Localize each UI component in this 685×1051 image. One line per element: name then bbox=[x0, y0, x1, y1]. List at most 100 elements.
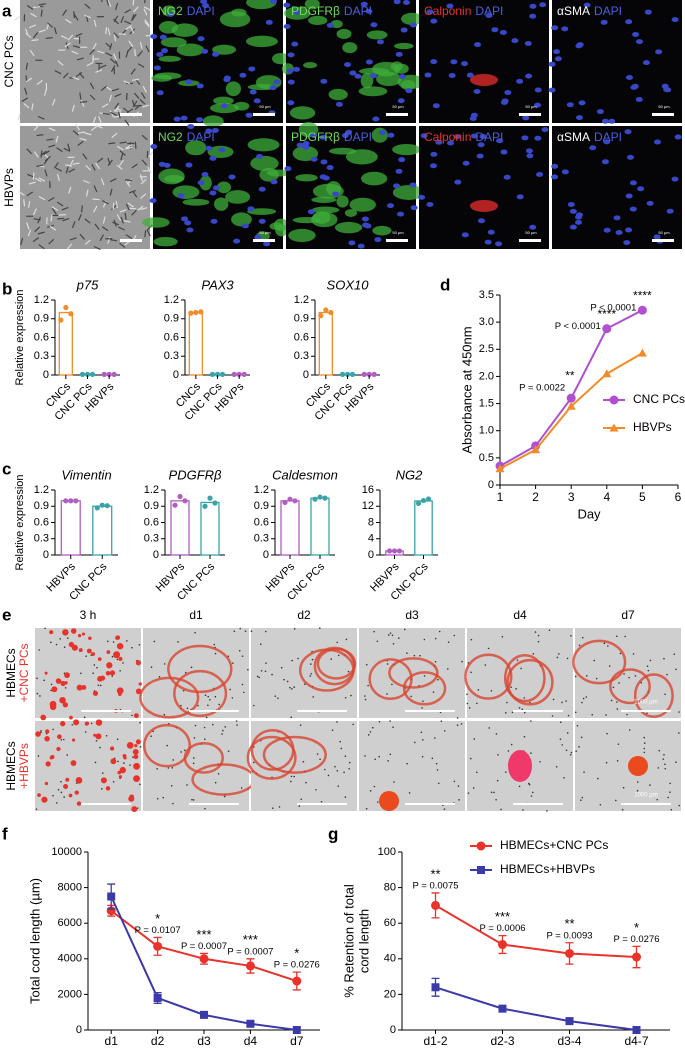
panel-letter: a bbox=[2, 1, 12, 20]
nucleus bbox=[461, 61, 468, 66]
x-tick-label: d4-7 bbox=[624, 1034, 648, 1046]
particle bbox=[290, 716, 292, 718]
point bbox=[172, 503, 177, 508]
nucleus bbox=[174, 117, 181, 122]
y-tick-label: 3.5 bbox=[479, 289, 494, 301]
particle bbox=[260, 643, 262, 645]
cell bbox=[57, 218, 64, 219]
particle bbox=[624, 636, 626, 638]
particle bbox=[287, 681, 289, 683]
cell bbox=[337, 29, 352, 39]
particle bbox=[36, 808, 38, 810]
particle bbox=[164, 663, 166, 665]
p-value: P = 0.0276 bbox=[613, 934, 659, 945]
cell bbox=[37, 793, 41, 797]
bar bbox=[189, 313, 202, 376]
particle bbox=[461, 661, 463, 663]
scale-bar bbox=[120, 113, 142, 116]
scale-label: 50 µm bbox=[259, 104, 271, 109]
particle bbox=[390, 632, 392, 634]
particle bbox=[343, 772, 345, 774]
cell bbox=[336, 195, 348, 207]
nucleus bbox=[549, 88, 556, 93]
particle bbox=[530, 752, 532, 754]
particle bbox=[111, 675, 113, 677]
cell bbox=[50, 756, 53, 759]
nucleus bbox=[491, 27, 498, 32]
significance: * bbox=[294, 946, 299, 961]
cell bbox=[226, 81, 241, 96]
cell bbox=[131, 806, 137, 812]
scale-label: 50 µm bbox=[525, 104, 537, 109]
particle bbox=[500, 809, 502, 811]
aggregate bbox=[628, 756, 648, 776]
cell bbox=[123, 756, 126, 759]
x-tick-label: d7 bbox=[290, 1034, 304, 1046]
panel-letter: c bbox=[2, 459, 11, 478]
nucleus bbox=[284, 166, 291, 171]
y-tick-label: 1.0 bbox=[479, 425, 494, 437]
particle bbox=[293, 686, 295, 688]
particle bbox=[94, 664, 96, 666]
particle bbox=[218, 773, 220, 775]
cell bbox=[44, 736, 49, 741]
particle bbox=[365, 699, 367, 701]
particle bbox=[398, 637, 400, 639]
particle bbox=[664, 763, 666, 765]
p-value: P = 0.0007 bbox=[227, 946, 273, 957]
point bbox=[198, 309, 203, 314]
marker bbox=[431, 901, 440, 910]
particle bbox=[80, 673, 82, 675]
particle bbox=[370, 731, 372, 733]
particle bbox=[291, 660, 293, 662]
nucleus bbox=[213, 185, 220, 190]
particle bbox=[546, 810, 548, 812]
nucleus bbox=[647, 201, 654, 206]
point bbox=[350, 372, 355, 377]
nucleus bbox=[562, 169, 569, 174]
nucleus bbox=[551, 25, 558, 30]
x-tick-label: 4 bbox=[603, 490, 610, 504]
y-tick-label: 2.0 bbox=[479, 370, 494, 382]
particle bbox=[529, 784, 531, 786]
particle bbox=[577, 725, 579, 727]
nucleus bbox=[654, 140, 661, 145]
particle bbox=[656, 799, 658, 801]
y-tick-label: 0.9 bbox=[34, 313, 49, 325]
y-tick-label: 80 bbox=[384, 882, 396, 894]
particle bbox=[406, 763, 408, 765]
nucleus bbox=[555, 56, 562, 61]
particle bbox=[85, 655, 87, 657]
cell bbox=[71, 760, 77, 766]
particle bbox=[265, 631, 267, 633]
particle bbox=[467, 703, 469, 705]
particle bbox=[556, 766, 558, 768]
particle bbox=[613, 686, 615, 688]
nucleus bbox=[516, 79, 523, 84]
particle bbox=[439, 631, 441, 633]
marker bbox=[153, 942, 162, 951]
particle bbox=[553, 699, 555, 701]
point bbox=[63, 498, 68, 503]
nucleus bbox=[474, 42, 481, 47]
nucleus bbox=[430, 152, 437, 157]
particle bbox=[303, 761, 305, 763]
marker bbox=[107, 893, 115, 901]
stain: DAPI bbox=[344, 130, 372, 144]
particle bbox=[457, 717, 459, 719]
particle bbox=[96, 740, 98, 742]
cell bbox=[87, 649, 92, 654]
particle bbox=[466, 694, 468, 696]
nucleus bbox=[202, 172, 209, 177]
particle bbox=[438, 783, 440, 785]
particle bbox=[180, 751, 182, 753]
scale-bar bbox=[253, 239, 275, 242]
column-label: d7 bbox=[621, 608, 635, 622]
nucleus bbox=[372, 117, 379, 122]
nucleus bbox=[418, 195, 425, 200]
particle bbox=[243, 692, 245, 694]
cell bbox=[125, 180, 132, 181]
particle bbox=[139, 722, 141, 724]
cell bbox=[133, 749, 139, 755]
y-tick-label: 100 bbox=[378, 846, 396, 858]
